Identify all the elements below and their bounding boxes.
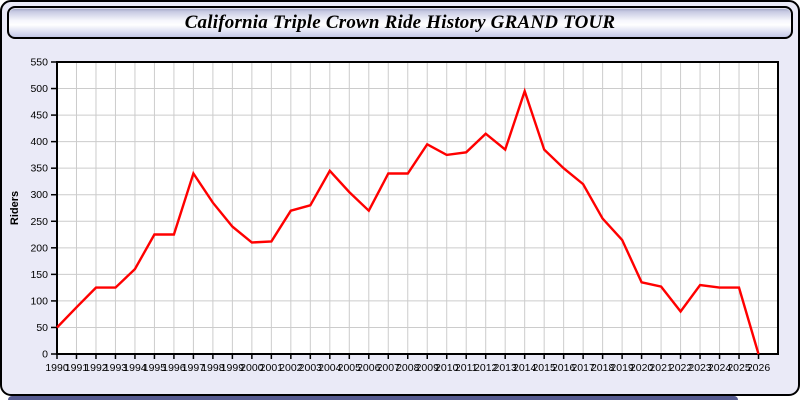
- x-tick-label: 2019: [610, 362, 634, 374]
- x-tick-label: 2015: [532, 362, 556, 374]
- y-tick-label: 0: [42, 349, 48, 361]
- x-tick-label: 2003: [299, 362, 323, 374]
- chart-title: California Triple Crown Ride History GRA…: [184, 11, 616, 33]
- y-tick-label: 400: [30, 136, 48, 148]
- x-tick-label: 1998: [201, 362, 225, 374]
- x-tick-label: 2009: [416, 362, 440, 374]
- chart-header: California Triple Crown Ride History GRA…: [7, 6, 793, 39]
- x-tick-label: 2008: [396, 362, 420, 374]
- x-tick-label: 1997: [182, 362, 206, 374]
- x-tick-label: 2005: [338, 362, 362, 374]
- x-tick-label: 1991: [65, 362, 89, 374]
- x-tick-label: 2021: [649, 362, 673, 374]
- y-axis-title: Riders: [9, 191, 21, 225]
- x-tick-label: 2001: [260, 362, 284, 374]
- plot-border: [56, 61, 779, 355]
- x-tick-label: 2017: [571, 362, 595, 374]
- x-tick-label: 2024: [708, 362, 732, 374]
- x-tick-label: 2016: [552, 362, 576, 374]
- plot-area: [57, 62, 778, 354]
- y-tick-label: 550: [30, 57, 48, 69]
- x-tick-label: 2018: [591, 362, 615, 374]
- y-tick-label: 100: [30, 295, 48, 307]
- x-tick-label: 2022: [669, 362, 693, 374]
- ride-history-chart: 0 50 100 150 200 250 300 350 400 450 500 550 1990 199…: [2, 2, 798, 394]
- x-tick-label: 2020: [630, 362, 654, 374]
- next-section-edge: [8, 396, 738, 400]
- y-tick-label: 200: [30, 242, 48, 254]
- x-tick-label: 2013: [494, 362, 518, 374]
- x-tick-label: 2025: [727, 362, 751, 374]
- x-tick-label: 2007: [377, 362, 401, 374]
- y-tick-label: 50: [36, 322, 48, 334]
- x-tick-label: 2012: [474, 362, 498, 374]
- x-tick-label: 1999: [221, 362, 245, 374]
- x-tick-label: 2011: [455, 362, 478, 374]
- y-tick-label: 350: [30, 163, 48, 175]
- x-tick-label: 2026: [747, 362, 771, 374]
- x-tick-label: 2004: [318, 362, 342, 374]
- x-tick-label: 1992: [84, 362, 108, 374]
- y-tick-label: 300: [30, 189, 48, 201]
- y-tick-label: 150: [30, 269, 48, 281]
- x-tick-label: 2014: [513, 362, 537, 374]
- x-tick-label: 1996: [162, 362, 186, 374]
- x-tick-label: 1995: [143, 362, 167, 374]
- x-tick-label: 2010: [435, 362, 459, 374]
- y-tick-label: 500: [30, 83, 48, 95]
- x-tick-label: 1994: [123, 362, 147, 374]
- y-tick-label: 450: [30, 110, 48, 122]
- x-tick-label: 2002: [279, 362, 303, 374]
- y-tick-label: 250: [30, 216, 48, 228]
- series-line-riders: [56, 87, 760, 355]
- x-tick-label: 1990: [45, 362, 69, 374]
- x-tick-label: 2006: [357, 362, 381, 374]
- x-tick-label: 2000: [240, 362, 264, 374]
- x-tick-label: 1993: [104, 362, 128, 374]
- x-tick-label: 2023: [688, 362, 712, 374]
